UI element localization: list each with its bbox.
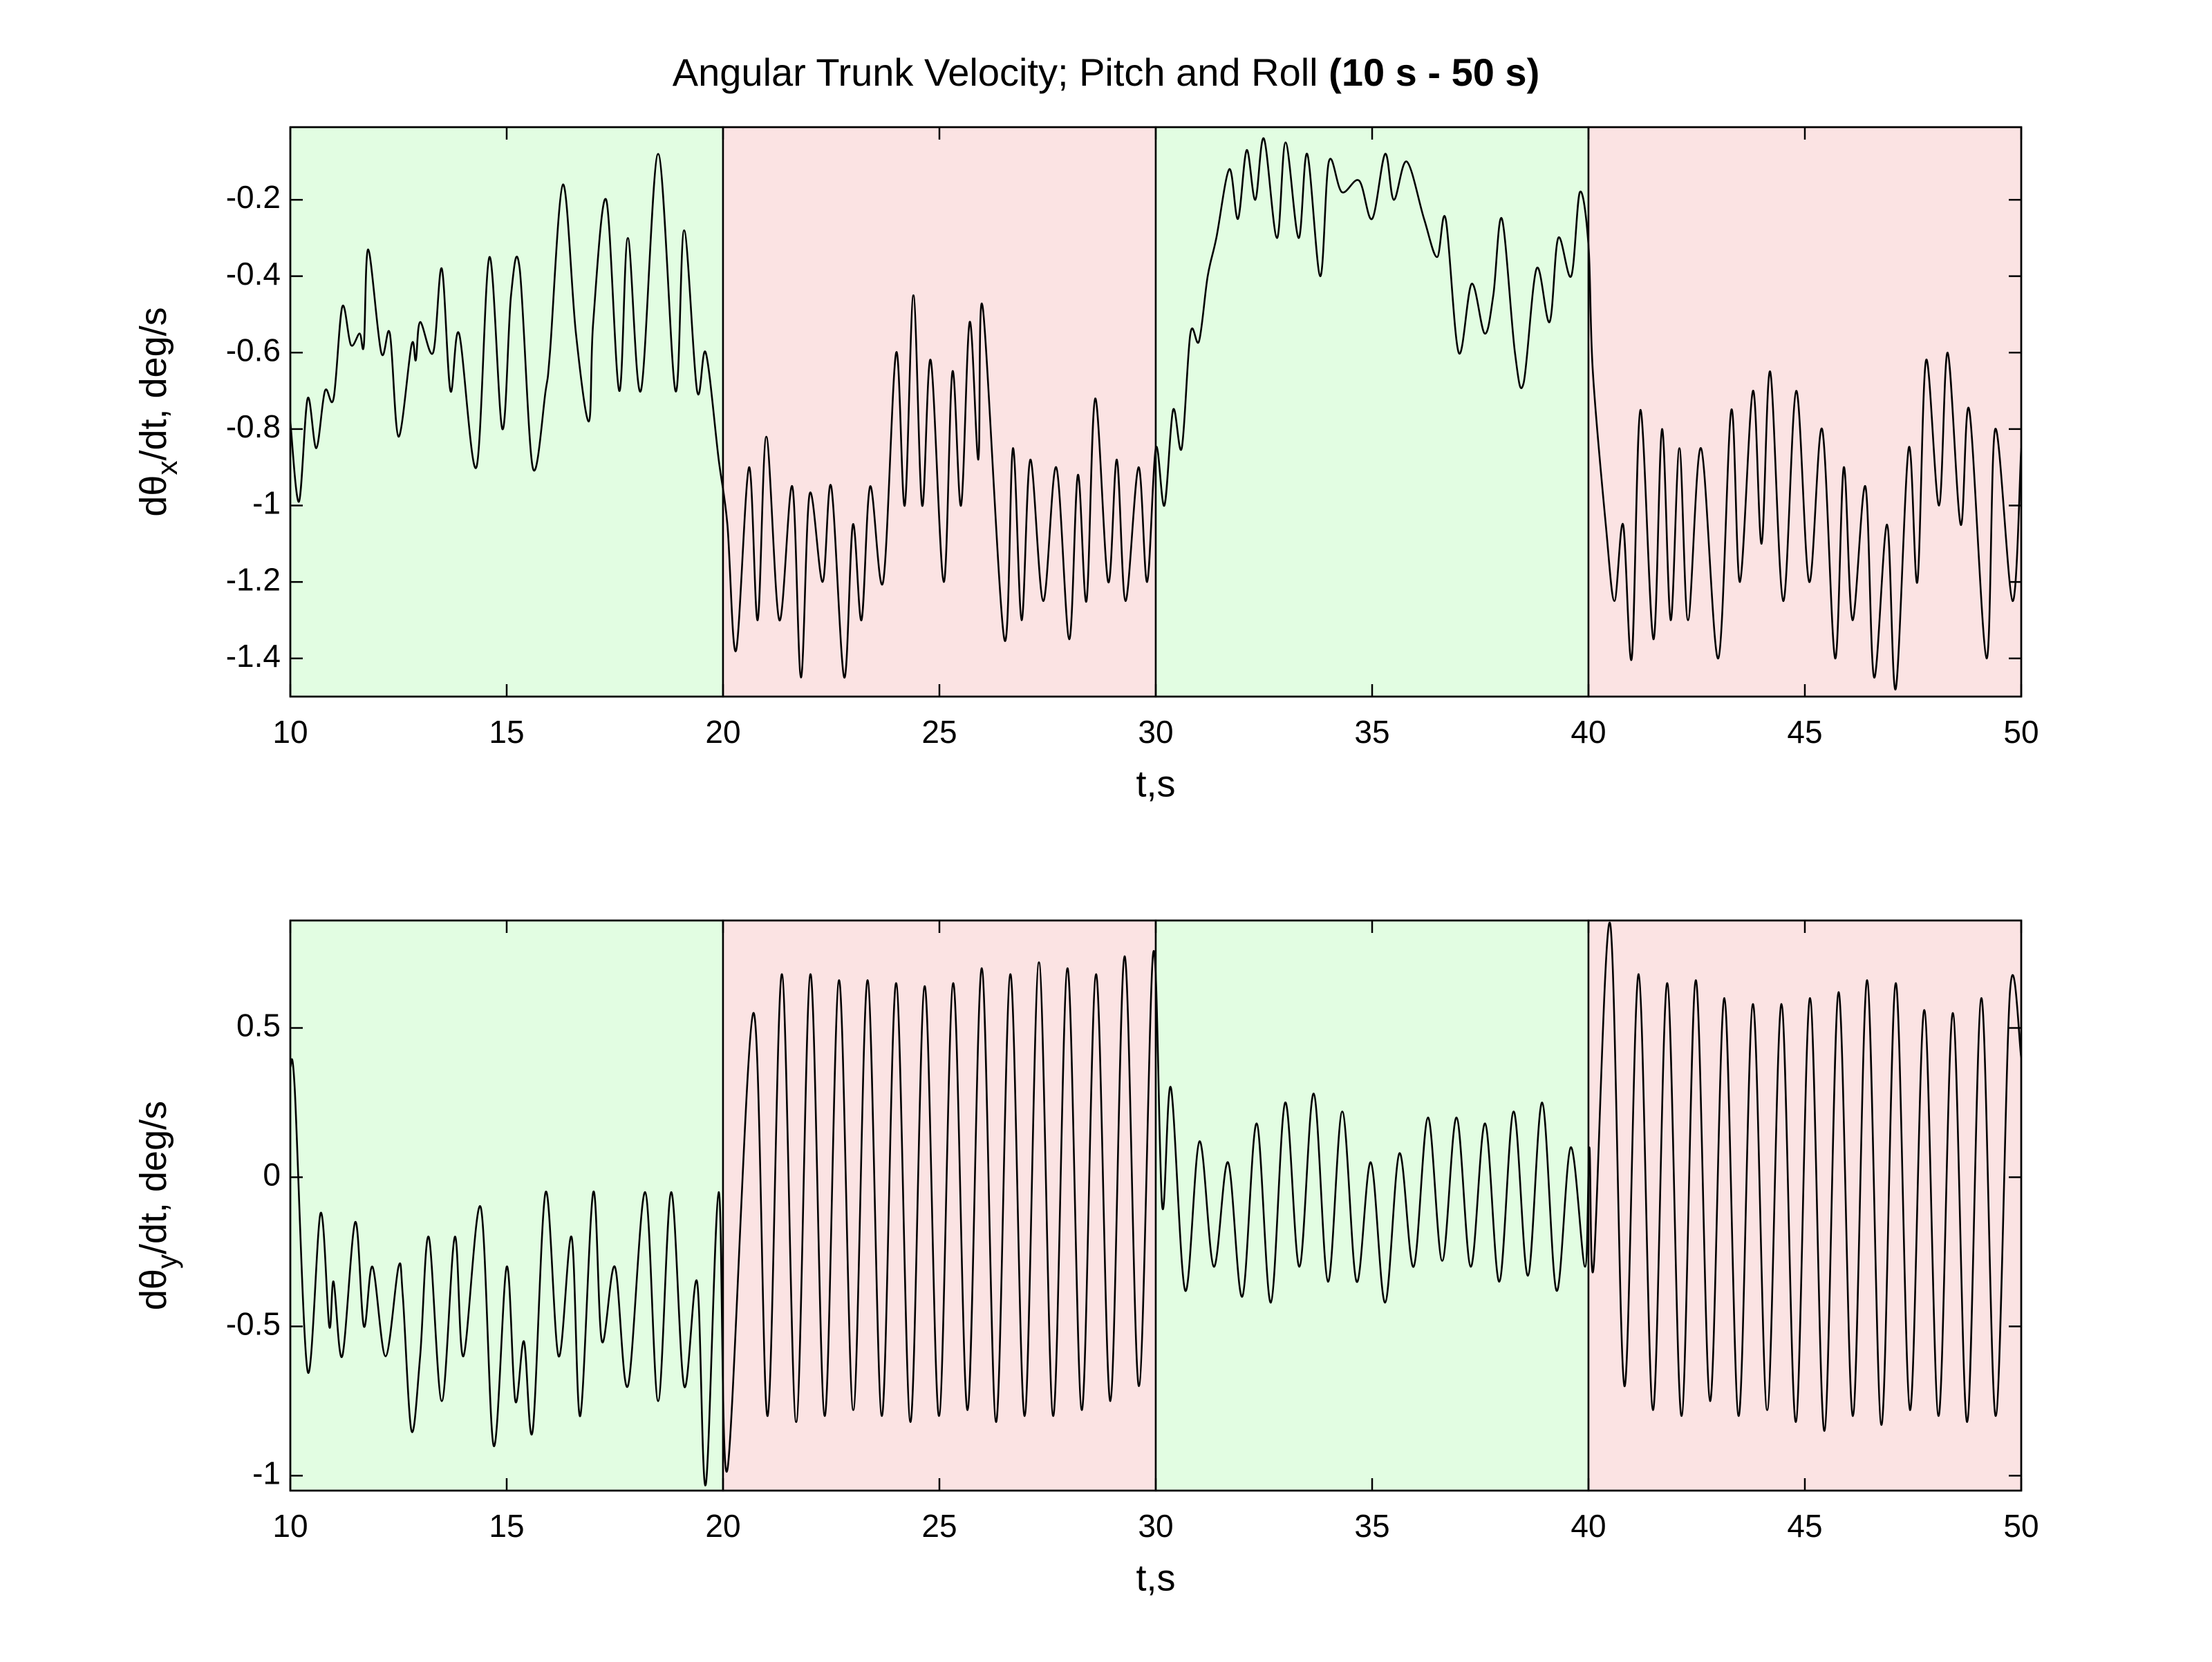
x-tick-label: 35 [1354,714,1389,750]
region [722,126,1157,698]
y-axis-label: dθy/dt, deg/s [133,1101,183,1310]
y-label-sub: x [151,461,183,475]
subplot: 10 15 20 25 30 35 40 45 50 -1 -0.5 0 0.5 t,s dθy/dt, d… [133,919,2039,1598]
y-tick-label: 0 [263,1157,281,1193]
region [289,126,724,698]
x-tick-label: 10 [272,1508,308,1544]
y-tick-label: -0.5 [226,1306,281,1342]
y-axis-label: dθx/dt, deg/s [133,307,183,516]
title-bold: (10 s - 50 s) [1329,50,1539,94]
y-tick-label: -0.6 [226,332,281,368]
y-label-rest: /dt, deg/s [133,1101,174,1254]
region [1154,126,1590,698]
y-tick-label: -1.2 [226,561,281,597]
y-tick-label: -0.4 [226,256,281,292]
title-text: Angular Trunk Velocity; Pitch and Roll [673,50,1318,94]
x-tick-label: 15 [489,1508,524,1544]
x-tick-label: 20 [705,1508,740,1544]
y-label-rest: /dt, deg/s [133,307,174,460]
x-tick-label: 25 [921,714,957,750]
x-tick-label: 30 [1138,714,1173,750]
x-tick-label: 45 [1787,714,1822,750]
x-tick-label: 25 [921,1508,957,1544]
y-label-text: dθ [133,475,174,517]
data-line [290,138,2021,690]
y-tick-label: -0.8 [226,408,281,444]
y-tick-label: -1 [252,1455,281,1491]
x-tick-label: 50 [2003,714,2038,750]
data-line [290,921,2021,1486]
x-tick-label: 50 [2003,1508,2038,1544]
x-tick-label: 45 [1787,1508,1822,1544]
y-tick-label: -0.2 [226,179,281,215]
y-label-sub: y [151,1254,183,1269]
region [289,919,724,1492]
x-tick-label: 15 [489,714,524,750]
subplot: 10 15 20 25 30 35 40 45 50 -1.4 -1.2 -1 -0.8 -0.6 -0.4… [133,126,2039,804]
y-tick-label: -1.4 [226,638,281,674]
y-label-text: dθ [133,1269,174,1310]
x-tick-label: 10 [272,714,308,750]
x-tick-label: 20 [705,714,740,750]
x-tick-label: 40 [1571,1508,1606,1544]
x-axis-label: t,s [1136,1557,1175,1598]
x-tick-label: 40 [1571,714,1606,750]
region [1154,919,1590,1492]
x-tick-label: 30 [1138,1508,1173,1544]
x-axis-label: t,s [1136,763,1175,804]
x-tick-label: 35 [1354,1508,1389,1544]
figure-title: Angular Trunk Velocity; Pitch and Roll (… [673,50,1539,94]
region [1587,126,2023,698]
y-tick-label: -1 [252,485,281,521]
region [722,919,1157,1492]
y-tick-label: 0.5 [236,1008,281,1044]
